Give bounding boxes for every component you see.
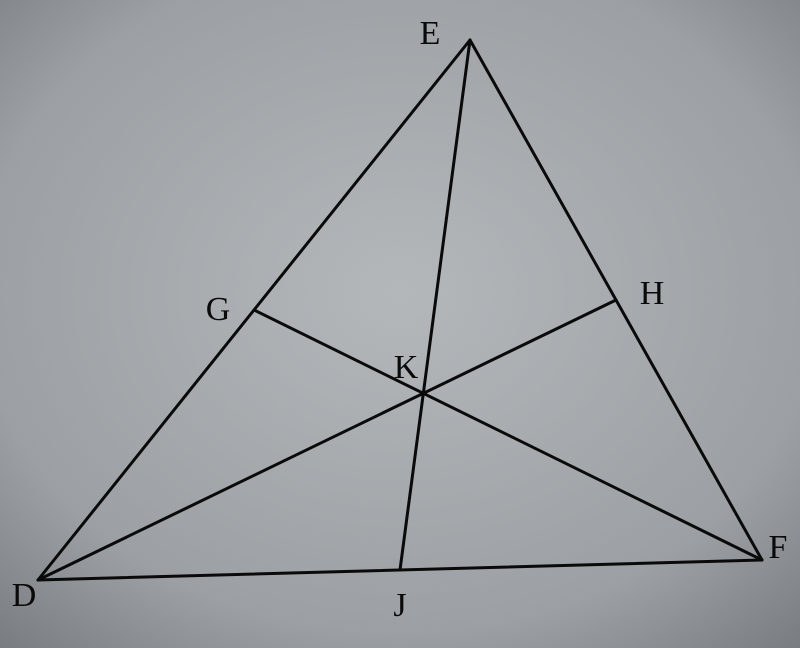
- label-D: D: [12, 579, 37, 613]
- label-E: E: [420, 17, 441, 51]
- label-G: G: [206, 293, 231, 327]
- label-J: J: [393, 589, 406, 623]
- diagram-canvas: [0, 0, 800, 648]
- background-texture: [0, 0, 800, 648]
- geometry-figure: D E F G H J K: [0, 0, 800, 648]
- label-H: H: [640, 277, 665, 311]
- label-F: F: [769, 531, 788, 565]
- label-K: K: [394, 351, 419, 385]
